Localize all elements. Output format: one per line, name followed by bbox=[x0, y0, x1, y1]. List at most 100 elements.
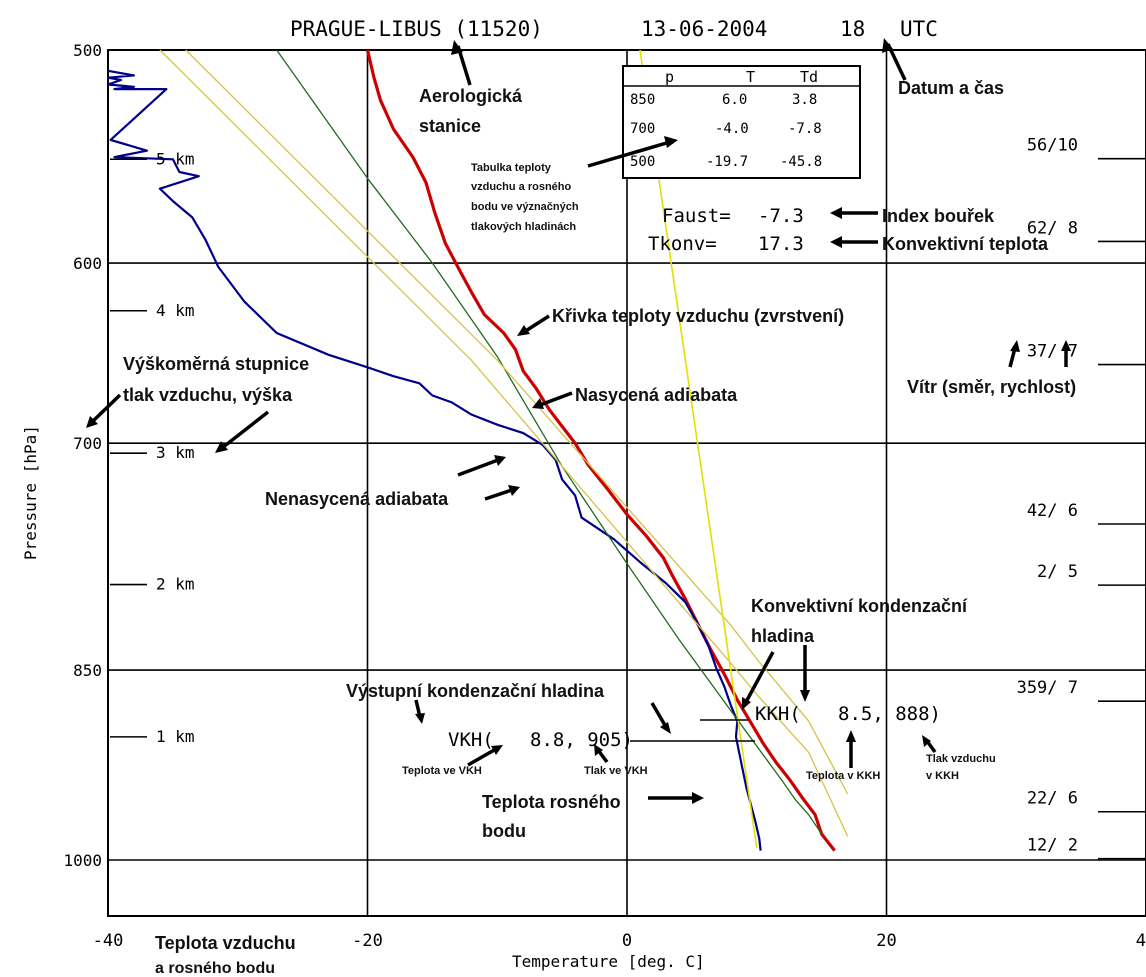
kkh-label: KKH( bbox=[755, 703, 801, 725]
ann-table-3: bodu ve význačných bbox=[471, 201, 579, 213]
ann-station-1: Aerologická bbox=[419, 86, 523, 106]
x-tick-label: 0 bbox=[622, 931, 632, 951]
faust-label: Faust= bbox=[662, 205, 731, 227]
arrowhead bbox=[882, 38, 893, 53]
arrowhead bbox=[664, 136, 678, 148]
arrowhead bbox=[517, 325, 530, 336]
ann-kkh-temp: Teplota v KKH bbox=[806, 770, 880, 782]
wind-label: 56/10 bbox=[1027, 136, 1078, 156]
ann-temp-curve: Křivka teploty vzduchu (zvrstvení) bbox=[552, 306, 844, 326]
tkonv-value: 17.3 bbox=[758, 233, 804, 255]
ann-vkh-temp: Teplota ve VKH bbox=[402, 765, 482, 777]
wind-label: 62/ 8 bbox=[1027, 218, 1078, 238]
arrow bbox=[523, 314, 550, 334]
arrowhead bbox=[742, 697, 751, 710]
arrow bbox=[467, 747, 497, 767]
x-axis-title: Temperature [deg. C] bbox=[512, 952, 705, 971]
vkh-label: VKH( bbox=[448, 729, 494, 751]
annotations: Aerologická stanice Datum a čas Tabulka … bbox=[86, 38, 1076, 977]
axis-ticks: 500 600 700 850 1000 -40 -20 0 20 40 bbox=[63, 41, 1146, 951]
vkh-value: 8.8, 905) bbox=[530, 729, 633, 751]
height-label: 1 km bbox=[156, 727, 195, 746]
arrow bbox=[650, 702, 668, 728]
series-line-dry_adiabat bbox=[185, 49, 849, 795]
ann-datetime: Datum a čas bbox=[898, 78, 1004, 98]
x-tick-label: 40 bbox=[1136, 931, 1146, 951]
arrowhead bbox=[86, 416, 98, 428]
arrowhead bbox=[922, 735, 931, 747]
height-label: 2 km bbox=[156, 575, 195, 594]
arrowhead bbox=[508, 485, 520, 496]
ann-moist: Nasycená adiabata bbox=[575, 385, 738, 405]
y-tick-label: 850 bbox=[73, 661, 102, 680]
arrowhead bbox=[1010, 340, 1020, 352]
series-group bbox=[106, 49, 849, 852]
y-axis-title: Pressure [hPa] bbox=[21, 425, 40, 560]
tkonv-label: Tkonv= bbox=[648, 233, 717, 255]
ann-vkh-press: Tlak ve VKH bbox=[584, 765, 648, 777]
ann-axis-temp-2: a rosného bodu bbox=[155, 960, 275, 977]
arrowhead bbox=[1061, 340, 1071, 351]
arrowhead bbox=[494, 455, 506, 466]
height-scale: 5 km 4 km 3 km 2 km 1 km bbox=[110, 149, 195, 746]
series-line-dry_adiabat bbox=[159, 49, 849, 837]
arrow bbox=[220, 410, 270, 450]
height-label: 5 km bbox=[156, 149, 195, 168]
arrowhead bbox=[415, 713, 425, 724]
arrow bbox=[90, 393, 122, 424]
height-label: 3 km bbox=[156, 443, 195, 462]
ann-table-2: vzduchu a rosného bbox=[471, 181, 572, 193]
series-line-moist_adiabat bbox=[276, 49, 823, 835]
ann-storm-index: Index bouřek bbox=[882, 206, 995, 226]
ann-conv-temp: Konvektivní teplota bbox=[882, 234, 1049, 254]
ann-kkh-2: hladina bbox=[751, 626, 815, 646]
y-tick-label: 500 bbox=[73, 41, 102, 60]
wind-label: 37/ 7 bbox=[1027, 342, 1078, 362]
arrowhead bbox=[532, 398, 544, 409]
arrowhead bbox=[692, 792, 704, 804]
ann-height-scale-2: tlak vzduchu, výška bbox=[123, 385, 293, 405]
arrows bbox=[86, 38, 1071, 804]
kkh-value: 8.5, 888) bbox=[838, 703, 941, 725]
arrowhead bbox=[215, 441, 228, 453]
arrowhead bbox=[830, 207, 842, 219]
table-cell: 6.0 bbox=[722, 92, 747, 108]
arrow bbox=[457, 458, 499, 477]
x-tick-label: -40 bbox=[93, 931, 124, 951]
hour-title: 18 bbox=[840, 17, 865, 41]
series-line-temperature bbox=[365, 49, 836, 852]
table-cell: 500 bbox=[630, 154, 655, 170]
table-cell: -4.0 bbox=[715, 121, 749, 137]
tz-title: UTC bbox=[900, 17, 938, 41]
ann-kkh-press-1: Tlak vzduchu bbox=[926, 753, 996, 765]
arrowhead bbox=[594, 744, 603, 756]
wind-label: 22/ 6 bbox=[1027, 789, 1078, 809]
y-tick-label: 1000 bbox=[63, 851, 102, 870]
arrowhead bbox=[491, 745, 503, 755]
ann-axis-temp-1: Teplota vzduchu bbox=[155, 933, 296, 953]
table-cell: 700 bbox=[630, 121, 655, 137]
x-tick-label: 20 bbox=[876, 931, 896, 951]
arrow bbox=[539, 391, 573, 407]
table-cell: -45.8 bbox=[780, 154, 822, 170]
table-cell: -19.7 bbox=[706, 154, 748, 170]
wind-label: 12/ 2 bbox=[1027, 836, 1078, 856]
ann-kkh-1: Konvektivní kondenzační bbox=[751, 596, 968, 616]
height-label: 4 km bbox=[156, 301, 195, 320]
y-tick-label: 600 bbox=[73, 254, 102, 273]
ann-station-2: stanice bbox=[419, 116, 481, 136]
arrowhead bbox=[800, 690, 810, 702]
wind-label: 359/ 7 bbox=[1017, 678, 1078, 698]
table-cell: 850 bbox=[630, 92, 655, 108]
ann-vkh: Výstupní kondenzační hladina bbox=[346, 681, 605, 701]
ann-dewpoint-2: bodu bbox=[482, 821, 526, 841]
level-table: p T Td 850 6.0 3.8 700 -4.0 -7.8 500 -19… bbox=[622, 65, 861, 179]
table-header-t: T bbox=[746, 68, 755, 86]
ann-table-1: Tabulka teploty bbox=[471, 162, 552, 174]
ann-dewpoint-1: Teplota rosného bbox=[482, 792, 621, 812]
table-header-td: Td bbox=[800, 68, 818, 86]
table-cell: -7.8 bbox=[788, 121, 822, 137]
wind-label: 2/ 5 bbox=[1037, 562, 1078, 582]
ann-height-scale-1: Výškoměrná stupnice bbox=[123, 354, 309, 374]
